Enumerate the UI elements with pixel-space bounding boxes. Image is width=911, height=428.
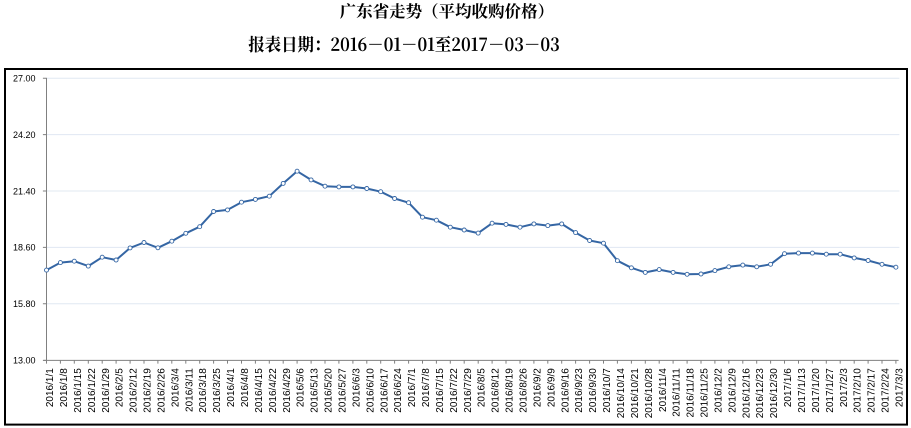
svg-text:2017/1/6: 2017/1/6 xyxy=(783,368,794,407)
svg-text:2016/5/13: 2016/5/13 xyxy=(310,368,321,413)
svg-text:2016/9/2: 2016/9/2 xyxy=(532,368,543,407)
svg-text:2017/2/17: 2017/2/17 xyxy=(867,368,878,413)
svg-text:2016/3/11: 2016/3/11 xyxy=(184,368,195,412)
svg-text:2016/8/12: 2016/8/12 xyxy=(491,368,502,413)
svg-text:2016/7/22: 2016/7/22 xyxy=(449,368,460,413)
svg-text:2016/11/11: 2016/11/11 xyxy=(672,368,683,417)
svg-text:2016/4/15: 2016/4/15 xyxy=(254,368,265,413)
svg-text:2016/12/30: 2016/12/30 xyxy=(769,368,780,418)
svg-text:2016/5/6: 2016/5/6 xyxy=(296,368,307,407)
svg-text:2016/9/23: 2016/9/23 xyxy=(574,368,585,413)
svg-text:21.40: 21.40 xyxy=(13,186,36,196)
svg-text:2016/11/18: 2016/11/18 xyxy=(686,368,697,418)
svg-text:2017/3/3: 2017/3/3 xyxy=(895,368,906,407)
svg-text:2016/8/26: 2016/8/26 xyxy=(519,368,530,413)
svg-text:2016/6/17: 2016/6/17 xyxy=(379,368,390,413)
svg-text:2017/2/24: 2017/2/24 xyxy=(881,368,892,413)
svg-text:2016/1/1: 2016/1/1 xyxy=(45,368,56,407)
svg-text:2016/2/12: 2016/2/12 xyxy=(129,368,140,413)
svg-text:2016/12/23: 2016/12/23 xyxy=(755,368,766,418)
svg-text:2016/9/9: 2016/9/9 xyxy=(546,368,557,407)
svg-text:2016/8/5: 2016/8/5 xyxy=(477,368,488,407)
svg-text:2016/4/8: 2016/4/8 xyxy=(240,368,251,407)
svg-text:2016/12/2: 2016/12/2 xyxy=(714,368,725,413)
svg-text:2016/2/19: 2016/2/19 xyxy=(143,368,154,413)
svg-text:2016/3/18: 2016/3/18 xyxy=(198,368,209,413)
svg-text:2017/1/20: 2017/1/20 xyxy=(811,368,822,413)
svg-text:2016/8/19: 2016/8/19 xyxy=(505,368,516,413)
svg-text:2017/2/3: 2017/2/3 xyxy=(839,368,850,407)
svg-text:2016/9/30: 2016/9/30 xyxy=(588,368,599,413)
svg-text:2016/11/25: 2016/11/25 xyxy=(700,368,711,418)
svg-text:2016/7/15: 2016/7/15 xyxy=(435,368,446,413)
svg-text:2016/4/1: 2016/4/1 xyxy=(226,368,237,407)
svg-text:2016/1/15: 2016/1/15 xyxy=(73,368,84,413)
svg-text:2017/1/13: 2017/1/13 xyxy=(797,368,808,413)
svg-text:2016/7/29: 2016/7/29 xyxy=(463,368,474,413)
svg-text:2017/1/27: 2017/1/27 xyxy=(825,368,836,413)
svg-text:2016/11/4: 2016/11/4 xyxy=(658,368,669,412)
svg-text:18.60: 18.60 xyxy=(13,243,36,253)
svg-text:2016/10/14: 2016/10/14 xyxy=(616,368,627,418)
svg-text:15.80: 15.80 xyxy=(13,299,36,309)
svg-text:2016/6/10: 2016/6/10 xyxy=(365,368,376,413)
svg-text:2016/9/16: 2016/9/16 xyxy=(560,368,571,413)
svg-text:2016/2/5: 2016/2/5 xyxy=(115,368,126,407)
svg-text:2017/2/10: 2017/2/10 xyxy=(853,368,864,413)
svg-text:2016/1/8: 2016/1/8 xyxy=(59,368,70,407)
svg-text:2016/6/3: 2016/6/3 xyxy=(351,368,362,407)
svg-text:2016/5/27: 2016/5/27 xyxy=(338,368,349,413)
svg-text:2016/10/28: 2016/10/28 xyxy=(644,368,655,418)
svg-text:2016/1/22: 2016/1/22 xyxy=(87,368,98,413)
svg-text:2016/12/9: 2016/12/9 xyxy=(727,368,738,413)
svg-text:2016/3/25: 2016/3/25 xyxy=(212,368,223,413)
svg-text:2016/7/8: 2016/7/8 xyxy=(421,368,432,407)
svg-text:2016/1/29: 2016/1/29 xyxy=(101,368,112,413)
svg-text:2016/12/16: 2016/12/16 xyxy=(741,368,752,418)
svg-text:2016/5/20: 2016/5/20 xyxy=(324,368,335,413)
svg-text:2016/10/21: 2016/10/21 xyxy=(630,368,641,418)
svg-text:2016/10/7: 2016/10/7 xyxy=(602,368,613,413)
svg-text:13.00: 13.00 xyxy=(13,356,36,366)
svg-text:2016/2/26: 2016/2/26 xyxy=(157,368,168,413)
svg-text:27.00: 27.00 xyxy=(13,74,36,84)
svg-text:2016/3/4: 2016/3/4 xyxy=(170,368,181,407)
svg-text:2016/4/22: 2016/4/22 xyxy=(268,368,279,413)
svg-text:2016/7/1: 2016/7/1 xyxy=(407,368,418,407)
svg-text:2016/4/29: 2016/4/29 xyxy=(282,368,293,413)
svg-text:24.20: 24.20 xyxy=(13,130,36,140)
svg-text:2016/6/24: 2016/6/24 xyxy=(393,368,404,413)
